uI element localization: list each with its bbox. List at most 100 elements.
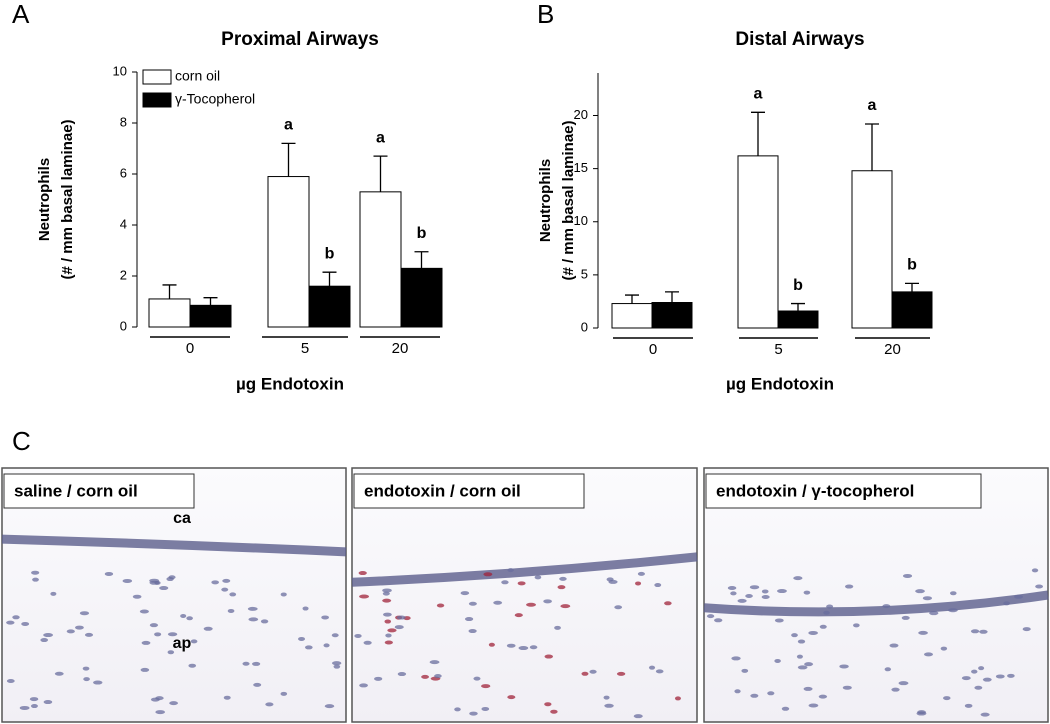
cell [534,575,542,580]
cell [358,571,367,576]
cell [382,588,392,593]
cell [635,581,642,586]
cell [1022,627,1031,632]
y-tick-label: 6 [120,165,127,180]
cell [229,592,237,597]
panel-label: C [12,426,31,456]
significance-label: b [325,245,335,262]
cell [559,576,567,581]
cell [248,617,259,622]
caption: endotoxin / γ-tocopherol [716,481,914,500]
cell [980,712,990,717]
cell [557,585,566,590]
cell [654,583,662,588]
cell [633,714,643,719]
cell [507,695,516,700]
cell [31,570,40,575]
cell [803,686,813,691]
cell [808,703,819,708]
cell [149,623,159,628]
cell [397,672,407,677]
y-tick-label: 4 [120,216,127,231]
cell [180,613,187,618]
x-tick-label: 5 [774,341,782,358]
error-bar [665,291,679,303]
cell [186,616,193,621]
cell [616,671,626,676]
cell [745,594,753,599]
caption: endotoxin / corn oil [364,481,521,500]
cell [211,580,219,585]
cell [581,671,589,676]
cell [948,608,958,613]
cell [280,592,287,597]
cell [396,615,406,620]
cell [139,609,149,614]
bar [400,267,443,328]
cell [793,576,803,581]
y-tick-label: 8 [120,114,127,129]
cell [384,619,392,624]
y-tick-label: 20 [574,107,588,122]
error-bar [865,123,879,171]
cell [796,654,803,659]
x-tick-label: 5 [301,340,309,357]
cell [982,677,992,682]
cell [974,685,983,690]
cell [781,706,790,711]
cell [167,632,178,637]
error-bar [281,142,296,177]
bar [851,170,893,329]
x-tick-label: 0 [186,340,194,357]
legend-label: γ-Tocopherol [175,91,255,107]
cell [543,599,552,604]
cell [823,610,830,615]
error-bar [905,282,919,292]
cell [12,615,20,620]
cell [354,633,362,638]
cell [203,626,213,631]
cell [82,666,90,671]
legend-swatch [142,92,172,108]
x-axis-label: µg Endotoxin [726,374,834,393]
bar [359,191,402,328]
cell [32,577,39,582]
significance-label: a [754,86,763,103]
significance-label: b [417,225,427,242]
bar [777,310,819,329]
cell [518,646,529,651]
bar [651,302,693,329]
cell [604,703,614,708]
epithelium [1,534,347,557]
cell [554,625,561,630]
cell [374,676,383,681]
micrograph [1,467,347,723]
cell [150,697,160,702]
y-tick-label: 10 [574,213,588,228]
bar [148,298,191,328]
cell [898,681,909,686]
cell [382,598,392,603]
error-bar [791,302,805,311]
cell [589,669,597,674]
cell [66,629,75,634]
cell [808,630,818,635]
cell [383,612,392,617]
cell [84,632,94,637]
cell [884,667,892,672]
error-bar [625,294,639,304]
cell [104,571,114,576]
cell [468,601,477,606]
cell [394,625,404,630]
caption-box [705,473,982,509]
bar [611,303,653,329]
cell [167,650,175,655]
chart-title: Proximal Airways [221,29,379,50]
cell [882,604,891,609]
cell [242,661,250,666]
cell [473,676,481,681]
cell [190,639,198,644]
cell [804,662,814,667]
y-axis-label: Neutrophils [537,159,554,242]
